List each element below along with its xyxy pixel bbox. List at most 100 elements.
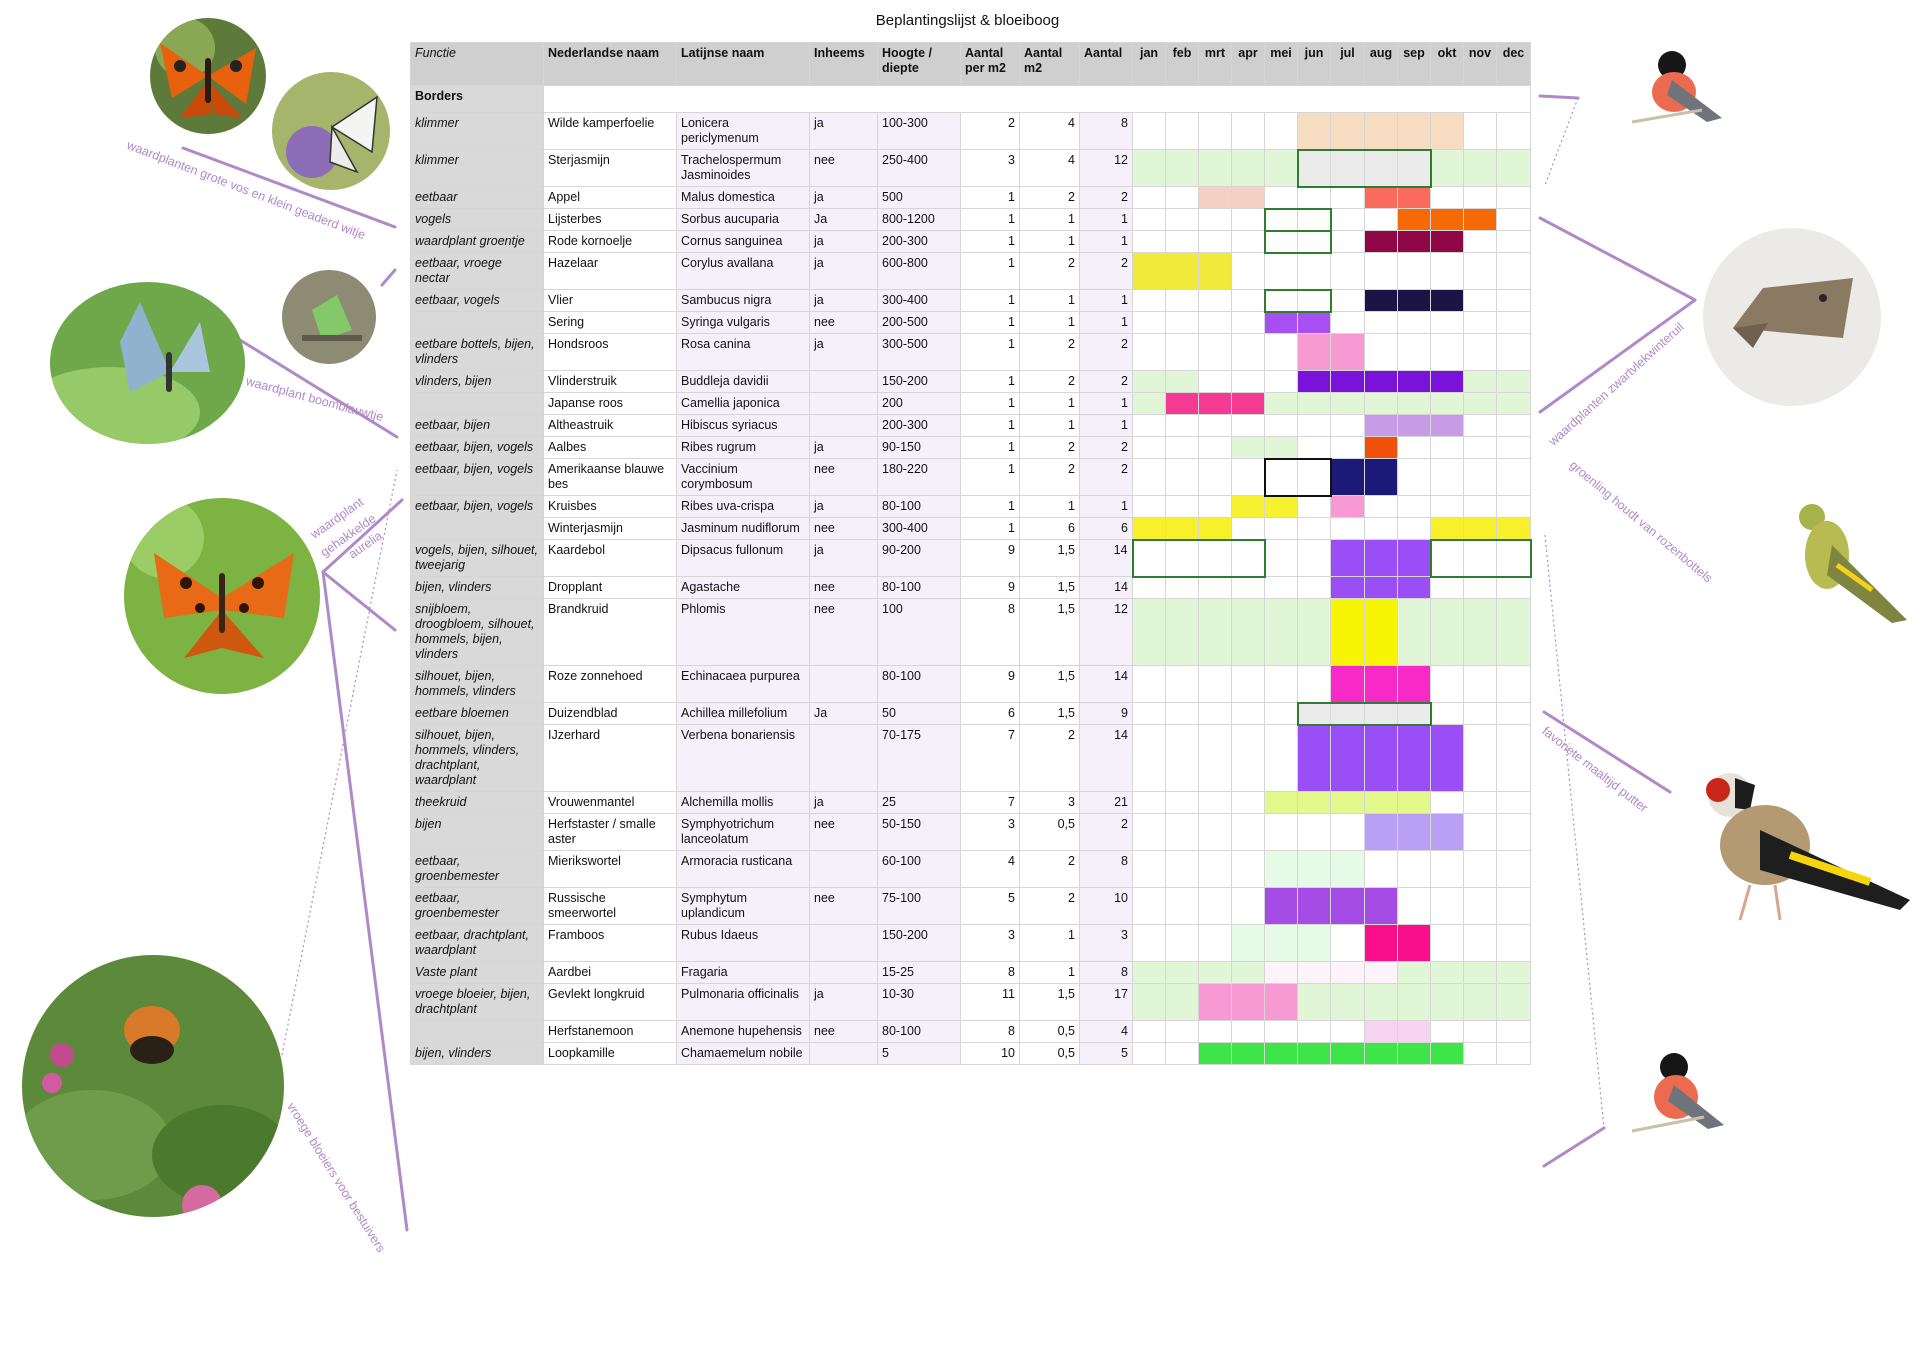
nederlandse-naam-cell: Lijsterbes: [543, 208, 677, 231]
bloom-cell-feb: [1165, 392, 1199, 415]
hoogte-cell: 300-500: [877, 333, 961, 371]
inheems-cell: nee: [809, 149, 878, 187]
bloom-cell-jan: [1132, 252, 1166, 290]
functie-cell: vogels, bijen, silhouet, tweejarig: [410, 539, 544, 577]
bloom-cell-sep: [1397, 112, 1431, 150]
aantal-per-m2-cell: 7: [960, 724, 1020, 792]
bloom-cell-jul: [1330, 458, 1365, 496]
aantal-m2-cell: 1: [1019, 414, 1080, 437]
inheems-cell: nee: [809, 576, 878, 599]
hoogte-cell: 200-300: [877, 230, 961, 253]
bloom-cell-nov: [1463, 598, 1497, 666]
moth-icon: [1703, 228, 1881, 406]
bloom-cell-mei: [1263, 207, 1298, 232]
aantal-m2-cell: 0,5: [1019, 1020, 1080, 1043]
bloom-cell-jun: [1297, 311, 1331, 334]
latijnse-naam-cell: Trachelospermum Jasminoides: [676, 149, 810, 187]
bloom-cell-okt: [1430, 983, 1464, 1021]
table-row: eetbaar, groenbemester Mierikswortel Armor…: [410, 850, 1531, 888]
table-row: Japanse roos Camellia japonica 200 1 1 1: [410, 392, 1531, 415]
bloom-cell-apr: [1231, 538, 1266, 578]
nederlandse-naam-cell: Winterjasmijn: [543, 517, 677, 540]
col-latijnse-naam: Latijnse naam: [676, 42, 810, 86]
bloom-cell-sep: [1397, 539, 1431, 577]
latijnse-naam-cell: Buddleja davidii: [676, 370, 810, 393]
aantal-per-m2-cell: 3: [960, 149, 1020, 187]
bloom-cell-aug: [1364, 887, 1398, 925]
col-month-mei: mei: [1264, 42, 1298, 86]
bloom-cell-mei: [1264, 311, 1298, 334]
functie-cell: waardplant groentje: [410, 230, 544, 253]
inheems-cell: ja: [809, 436, 878, 459]
aantal-cell: 10: [1079, 887, 1133, 925]
bloom-cell-jul: [1330, 701, 1365, 726]
bloom-cell-jun: [1296, 701, 1331, 726]
bloom-cell-nov: [1463, 208, 1497, 231]
inheems-cell: nee: [809, 813, 878, 851]
aantal-per-m2-cell: 2: [960, 112, 1020, 150]
aantal-cell: 14: [1079, 539, 1133, 577]
bloom-cell-jul: [1330, 370, 1365, 393]
aantal-per-m2-cell: 9: [960, 539, 1020, 577]
bloom-cell-dec: [1496, 665, 1531, 703]
aantal-cell: 14: [1079, 665, 1133, 703]
aantal-m2-cell: 2: [1019, 436, 1080, 459]
nederlandse-naam-cell: Roze zonnehoed: [543, 665, 677, 703]
white-butterfly-photo: [272, 72, 390, 190]
bloom-cell-jun: [1297, 961, 1331, 984]
hoogte-cell: 90-200: [877, 539, 961, 577]
bloom-cell-mrt: [1198, 983, 1232, 1021]
bloom-cell-aug: [1364, 148, 1398, 188]
bloom-cell-mei: [1264, 813, 1298, 851]
latijnse-naam-cell: Phlomis: [676, 598, 810, 666]
latijnse-naam-cell: Lonicera periclymenum: [676, 112, 810, 150]
inheems-cell: ja: [809, 230, 878, 253]
nederlandse-naam-cell: Brandkruid: [543, 598, 677, 666]
bloom-cell-mei: [1264, 112, 1298, 150]
hoogte-cell: 80-100: [877, 576, 961, 599]
bloom-cell-dec: [1496, 924, 1531, 962]
functie-cell: eetbaar, drachtplant, waardplant: [410, 924, 544, 962]
aantal-per-m2-cell: 6: [960, 702, 1020, 725]
inheems-cell: [809, 924, 878, 962]
functie-cell: bijen, vlinders: [410, 1042, 544, 1065]
aantal-m2-cell: 4: [1019, 112, 1080, 150]
aantal-cell: 12: [1079, 598, 1133, 666]
bloom-cell-jul: [1330, 1042, 1365, 1065]
bloom-cell-sep: [1397, 1042, 1431, 1065]
table-row: vogels, bijen, silhouet, tweejarig Kaarde…: [410, 538, 1532, 578]
bloom-cell-jun: [1297, 333, 1331, 371]
bloom-cell-nov: [1463, 149, 1497, 187]
latijnse-naam-cell: Rosa canina: [676, 333, 810, 371]
nederlandse-naam-cell: Japanse roos: [543, 392, 677, 415]
aantal-per-m2-cell: 1: [960, 458, 1020, 496]
bloom-cell-jun: [1297, 724, 1331, 792]
green-hairstreak-photo: [282, 270, 376, 364]
bloom-cell-mrt: [1198, 186, 1232, 209]
bloom-cell-okt: [1430, 724, 1464, 792]
latijnse-naam-cell: Symphyotrichum lanceolatum: [676, 813, 810, 851]
aantal-cell: 1: [1079, 230, 1133, 253]
bloom-cell-mei: [1263, 288, 1298, 313]
nederlandse-naam-cell: Kaardebol: [543, 539, 677, 577]
nederlandse-naam-cell: Sering: [543, 311, 677, 334]
hoogte-cell: 250-400: [877, 149, 961, 187]
aantal-m2-cell: 1: [1019, 924, 1080, 962]
bloom-cell-mrt: [1198, 1042, 1232, 1065]
aantal-per-m2-cell: 9: [960, 665, 1020, 703]
nederlandse-naam-cell: IJzerhard: [543, 724, 677, 792]
bloom-cell-aug: [1364, 1020, 1398, 1043]
aantal-cell: 2: [1079, 458, 1133, 496]
bloom-cell-apr: [1231, 924, 1265, 962]
table-row: Vaste plant Aardbei Fragaria 15-25 8 1 8: [410, 961, 1531, 984]
col-month-dec: dec: [1496, 42, 1531, 86]
bloom-cell-aug: [1364, 289, 1398, 312]
bloom-cell-aug: [1364, 665, 1398, 703]
latijnse-naam-cell: Vaccinium corymbosum: [676, 458, 810, 496]
nederlandse-naam-cell: Appel: [543, 186, 677, 209]
bloom-cell-dec: [1496, 517, 1531, 540]
goldfinch-icon: [1680, 760, 1920, 930]
bullfinch-photo-top: [1612, 40, 1740, 132]
bloom-cell-sep: [1397, 724, 1431, 792]
